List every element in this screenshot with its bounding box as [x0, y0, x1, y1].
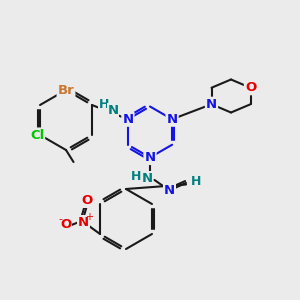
Text: H: H — [191, 175, 202, 188]
Text: N: N — [122, 113, 134, 126]
Text: N: N — [144, 151, 156, 164]
Text: H: H — [131, 170, 142, 184]
Text: -: - — [58, 214, 62, 224]
Text: N: N — [107, 104, 118, 117]
Text: O: O — [245, 81, 256, 94]
Text: N: N — [78, 215, 89, 229]
Text: N: N — [206, 98, 217, 111]
Text: Cl: Cl — [30, 128, 44, 142]
Text: Br: Br — [58, 83, 74, 97]
Text: N: N — [167, 113, 178, 126]
Text: +: + — [85, 212, 94, 222]
Text: N: N — [164, 184, 175, 197]
Text: O: O — [81, 194, 92, 208]
Text: H: H — [99, 98, 109, 111]
Text: N: N — [141, 172, 153, 185]
Text: O: O — [60, 218, 71, 232]
